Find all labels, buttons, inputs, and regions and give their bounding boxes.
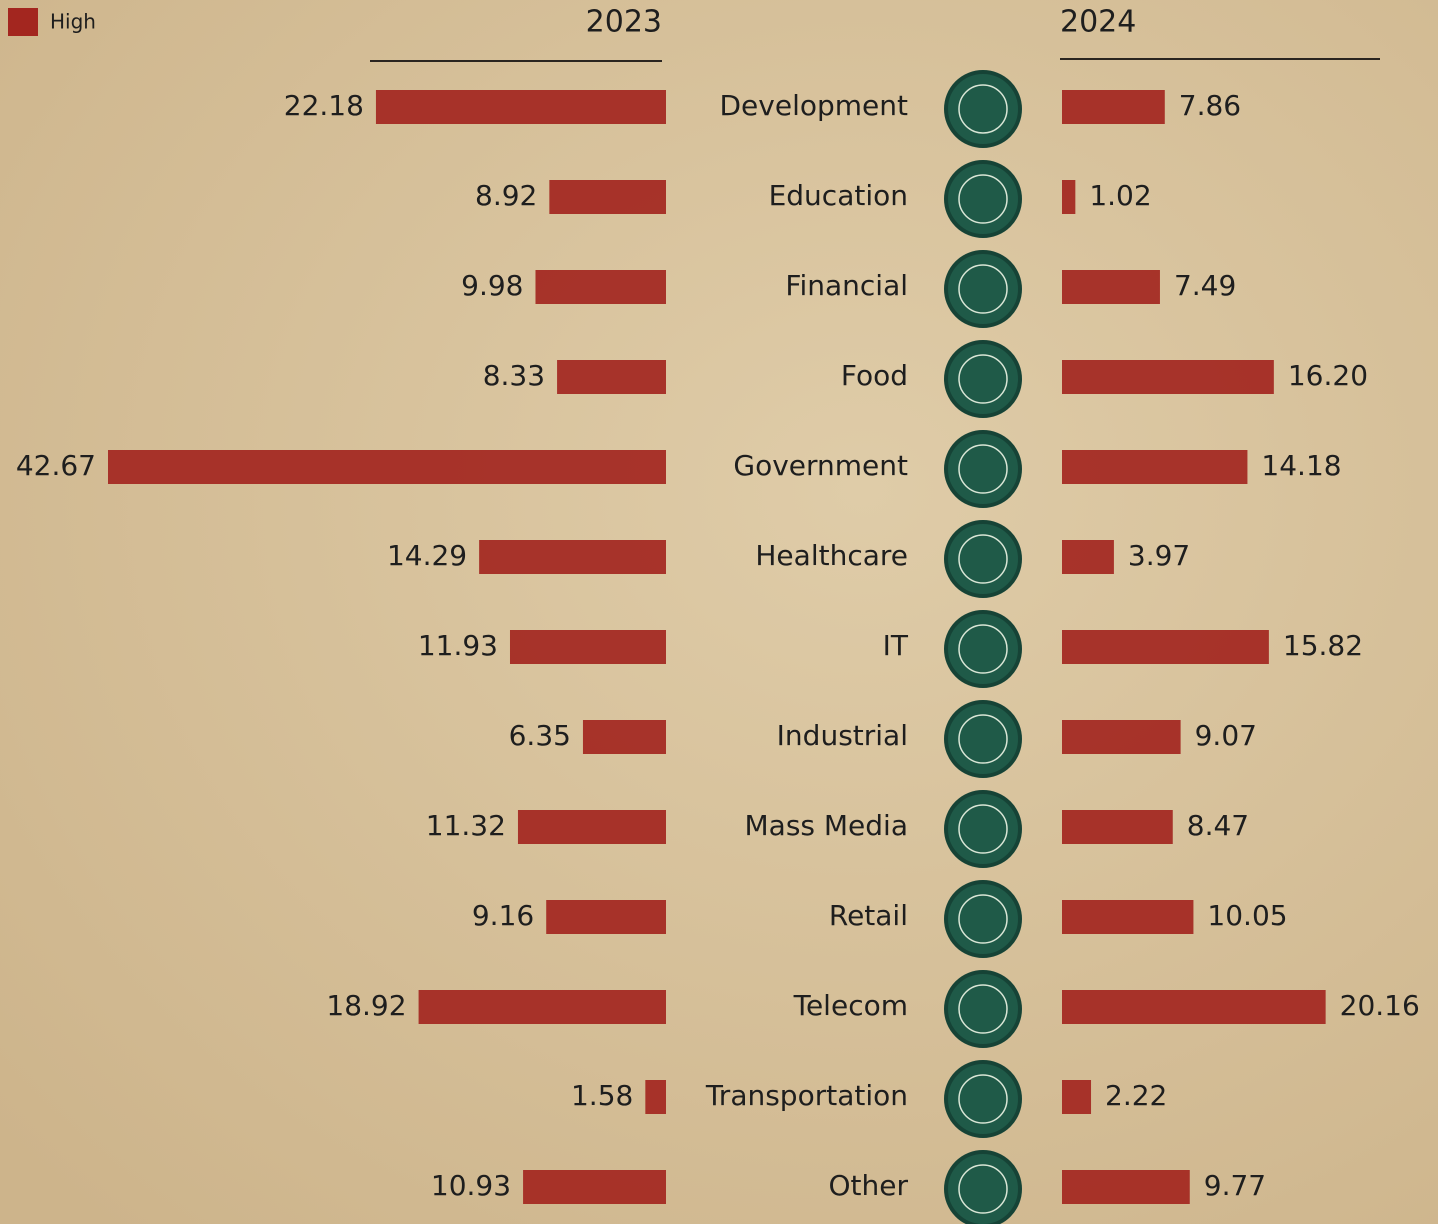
value-label: 1.02 xyxy=(1089,179,1151,212)
bar xyxy=(518,810,666,844)
bar xyxy=(419,990,666,1024)
bar xyxy=(1062,270,1160,304)
bar xyxy=(1062,1170,1190,1204)
value-label: 11.93 xyxy=(418,629,498,662)
value-label: 18.92 xyxy=(326,989,406,1022)
category-label: Retail xyxy=(829,899,908,932)
seal-icon xyxy=(946,72,1020,146)
seal-icon xyxy=(946,342,1020,416)
category-label: IT xyxy=(883,629,909,662)
value-label: 1.58 xyxy=(571,1079,633,1112)
value-label: 10.05 xyxy=(1207,899,1287,932)
page: 2023 2024 High Development 22.18 7.86 Educa… xyxy=(0,0,1438,1224)
seal-icon xyxy=(946,702,1020,776)
bar xyxy=(1062,180,1075,214)
seal-icon xyxy=(946,162,1020,236)
value-label: 9.07 xyxy=(1195,719,1257,752)
series-header: 2024 xyxy=(1060,5,1136,40)
value-label: 14.18 xyxy=(1261,449,1341,482)
seal-icon xyxy=(946,792,1020,866)
bar xyxy=(549,180,666,214)
value-label: 9.77 xyxy=(1204,1169,1266,1202)
seal-icon xyxy=(946,972,1020,1046)
category-label: Telecom xyxy=(793,989,908,1022)
value-label: 8.33 xyxy=(483,359,545,392)
bar xyxy=(108,450,666,484)
legend-label: High xyxy=(50,10,96,34)
chart: 2023 2024 High Development 22.18 7.86 Educa… xyxy=(0,0,1438,1224)
bar xyxy=(1062,630,1269,664)
value-label: 22.18 xyxy=(284,89,364,122)
bar xyxy=(1062,900,1193,934)
value-label: 7.86 xyxy=(1179,89,1241,122)
bar xyxy=(1062,450,1247,484)
legend-swatch xyxy=(8,8,38,36)
value-label: 2.22 xyxy=(1105,1079,1167,1112)
value-label: 11.32 xyxy=(426,809,506,842)
bar xyxy=(535,270,666,304)
value-label: 7.49 xyxy=(1174,269,1236,302)
value-label: 6.35 xyxy=(509,719,571,752)
bar xyxy=(1062,810,1173,844)
bar xyxy=(376,90,666,124)
value-label: 9.16 xyxy=(472,899,534,932)
bar xyxy=(583,720,666,754)
seal-icon xyxy=(946,612,1020,686)
bar xyxy=(1062,90,1165,124)
bar xyxy=(1062,1080,1091,1114)
category-label: Healthcare xyxy=(755,539,908,572)
value-label: 20.16 xyxy=(1340,989,1420,1022)
bar xyxy=(1062,990,1326,1024)
value-label: 8.92 xyxy=(475,179,537,212)
category-label: Development xyxy=(720,89,909,122)
value-label: 16.20 xyxy=(1288,359,1368,392)
value-label: 8.47 xyxy=(1187,809,1249,842)
seal-icon xyxy=(946,522,1020,596)
category-label: Mass Media xyxy=(745,809,909,842)
value-label: 9.98 xyxy=(461,269,523,302)
category-label: Government xyxy=(733,449,908,482)
value-label: 15.82 xyxy=(1283,629,1363,662)
value-label: 42.67 xyxy=(16,449,96,482)
category-label: Education xyxy=(769,179,908,212)
bar xyxy=(1062,360,1274,394)
seal-icon xyxy=(946,432,1020,506)
category-label: Financial xyxy=(785,269,908,302)
category-label: Other xyxy=(828,1169,908,1202)
bar xyxy=(1062,720,1181,754)
category-label: Industrial xyxy=(777,719,908,752)
bar xyxy=(546,900,666,934)
category-label: Food xyxy=(841,359,908,392)
value-label: 10.93 xyxy=(431,1169,511,1202)
bar xyxy=(645,1080,666,1114)
seal-icon xyxy=(946,252,1020,326)
series-header: 2023 xyxy=(586,5,662,40)
seal-icon xyxy=(946,882,1020,956)
bar xyxy=(523,1170,666,1204)
bar xyxy=(479,540,666,574)
bar xyxy=(1062,540,1114,574)
background xyxy=(0,0,1438,1224)
seal-icon xyxy=(946,1062,1020,1136)
value-label: 3.97 xyxy=(1128,539,1190,572)
bar xyxy=(510,630,666,664)
value-label: 14.29 xyxy=(387,539,467,572)
bar xyxy=(557,360,666,394)
category-label: Transportation xyxy=(705,1079,908,1112)
